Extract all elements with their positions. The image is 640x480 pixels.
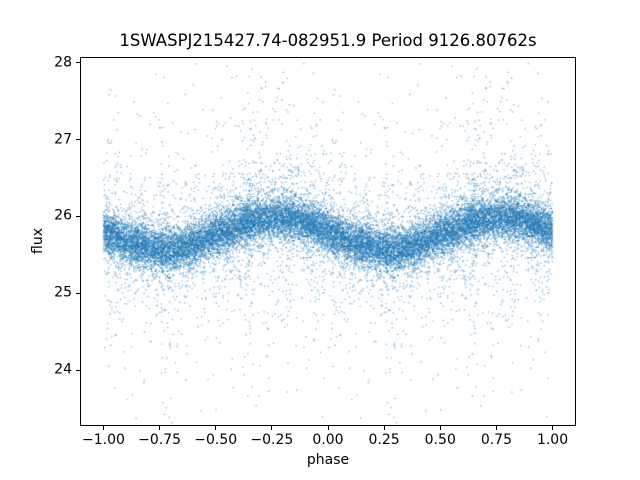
x-tick-mark bbox=[102, 426, 104, 430]
x-tick-mark bbox=[383, 426, 385, 430]
y-tick-label: 27 bbox=[54, 131, 72, 148]
x-tick-label: −0.75 bbox=[138, 432, 182, 448]
chart-title: 1SWASPJ215427.74-082951.9 Period 9126.80… bbox=[119, 31, 537, 50]
x-tick-label: −1.00 bbox=[82, 432, 125, 448]
y-axis-label: flux bbox=[30, 228, 46, 254]
y-tick-label: 25 bbox=[54, 285, 72, 302]
x-tick-mark bbox=[552, 426, 554, 430]
x-tick-mark bbox=[439, 426, 441, 430]
x-axis-label: phase bbox=[306, 452, 350, 468]
scatter-points-canvas bbox=[81, 58, 575, 425]
x-tick-label: −0.50 bbox=[194, 432, 238, 448]
x-tick-label: 0.00 bbox=[312, 432, 344, 448]
y-tick-mark bbox=[76, 369, 80, 371]
plot-area bbox=[80, 57, 576, 426]
y-tick-mark bbox=[76, 62, 80, 64]
x-tick-mark bbox=[159, 426, 161, 430]
y-tick-label: 24 bbox=[54, 361, 72, 378]
x-tick-label: 0.50 bbox=[424, 432, 456, 448]
y-tick-mark bbox=[76, 215, 80, 217]
y-tick-mark bbox=[76, 292, 80, 294]
y-tick-label: 28 bbox=[54, 54, 72, 71]
x-tick-mark bbox=[215, 426, 217, 430]
x-tick-mark bbox=[495, 426, 497, 430]
x-tick-mark bbox=[271, 426, 273, 430]
x-tick-label: 0.75 bbox=[480, 432, 512, 448]
x-tick-label: −0.25 bbox=[250, 432, 294, 448]
x-tick-label: 1.00 bbox=[536, 432, 569, 448]
y-tick-mark bbox=[76, 139, 80, 141]
x-tick-label: 0.25 bbox=[368, 432, 400, 448]
x-tick-mark bbox=[327, 426, 329, 430]
y-tick-label: 26 bbox=[54, 208, 72, 225]
